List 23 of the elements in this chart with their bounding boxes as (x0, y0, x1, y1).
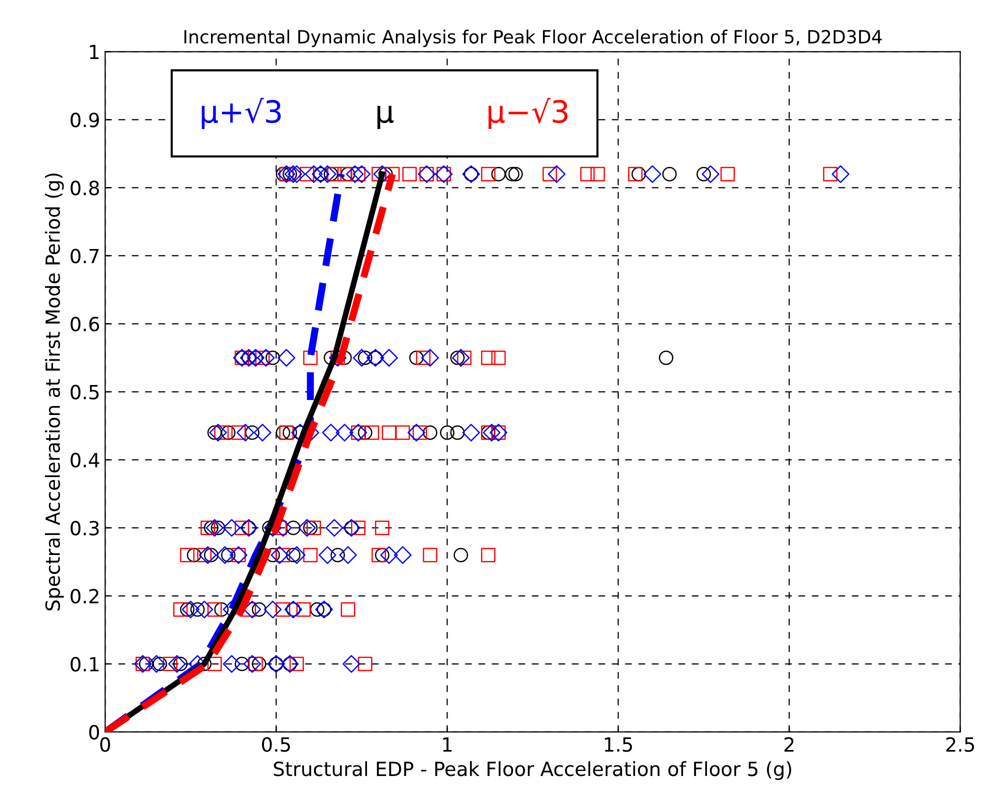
y-tick-label: 0.9 (70, 112, 99, 128)
x-tick-label: 2.5 (946, 737, 974, 752)
y-axis-title: Spectral Acceleration at First Mode Period (g) (44, 174, 64, 610)
chart-title: Incremental Dynamic Analysis for Peak Floor Acceleration of Floor 5, D2D3D4 (184, 30, 882, 48)
y-tick-label: 0.6 (70, 316, 100, 332)
y-tick-label: 0.1 (70, 656, 98, 672)
series-label: μ (377, 106, 394, 129)
y-tick-label: 1 (90, 44, 98, 60)
y-tick-label: 0.3 (70, 520, 99, 536)
y-tick-label: 0.2 (70, 588, 98, 604)
x-tick-label: 1 (443, 737, 452, 752)
text: μ−√3 (488, 98, 568, 129)
x-tick-label: 0.5 (262, 737, 290, 752)
y-tick-label: 0.8 (70, 180, 99, 196)
x-tick-label: 0 (100, 737, 110, 752)
x-tick-label: 2 (784, 737, 794, 752)
y-tick-label: 0.4 (70, 452, 100, 468)
x-axis-title: Structural EDP - Peak Floor Acceleration of Floor 5 (g) (274, 761, 792, 780)
text: μ+√3 (202, 98, 281, 129)
y-tick-label: 0 (89, 724, 99, 740)
y-tick-label: 0.5 (70, 384, 99, 400)
x-tick-label: 1.5 (604, 737, 632, 752)
y-tick-label: 0.7 (70, 248, 99, 264)
